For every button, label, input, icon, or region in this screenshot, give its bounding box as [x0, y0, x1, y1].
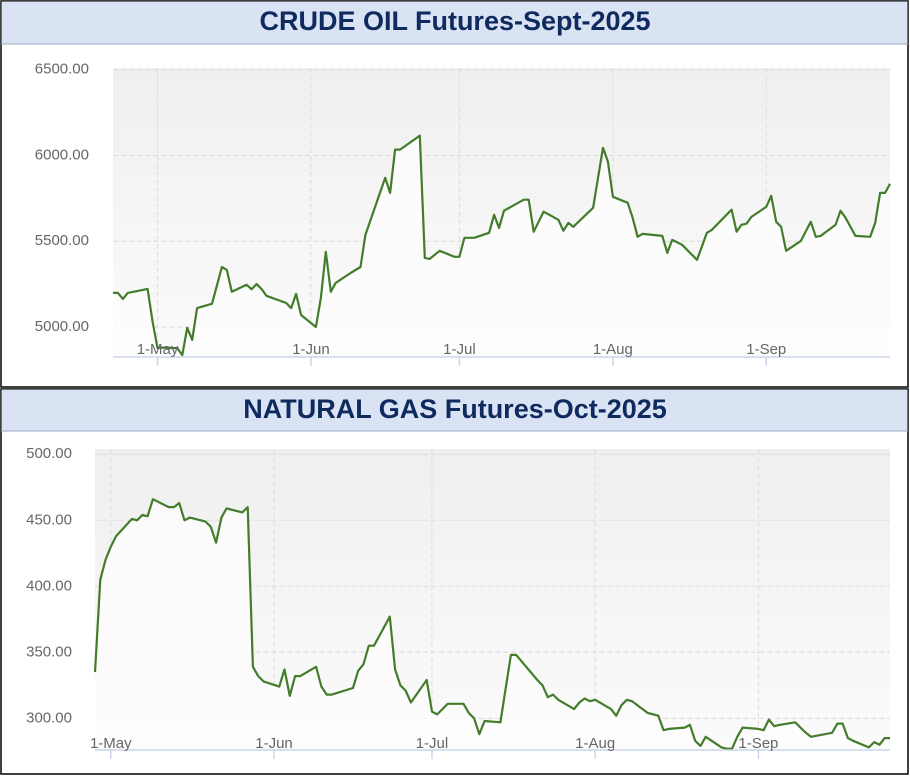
- y-tick-label: 400.00: [26, 577, 72, 594]
- price-line: [113, 134, 891, 357]
- y-tick-label: 300.00: [26, 709, 72, 726]
- price-line: [93, 498, 890, 750]
- area-fill: [113, 135, 890, 357]
- x-tick-label: 1-May: [90, 735, 132, 752]
- x-tick-label: 1-Jul: [443, 341, 476, 358]
- x-tick-label: 1-Jun: [255, 735, 293, 752]
- x-tick-label: 1-Jul: [416, 735, 449, 752]
- area-fill: [95, 499, 890, 750]
- y-tick-label: 500.00: [26, 445, 72, 462]
- chart-title: NATURAL GAS Futures-Oct-2025: [243, 394, 667, 424]
- x-tick-label: 1-Aug: [575, 735, 615, 752]
- x-tick-label: 1-Jun: [292, 341, 330, 358]
- y-tick-label: 6000.00: [35, 146, 89, 163]
- y-tick-label: 5500.00: [35, 232, 89, 249]
- x-tick-label: 1-Sep: [738, 735, 778, 752]
- x-tick-label: 1-Sep: [746, 341, 786, 358]
- title-band: [1, 389, 908, 431]
- y-tick-label: 350.00: [26, 643, 72, 660]
- x-tick-label: 1-May: [137, 341, 179, 358]
- x-tick-label: 1-Aug: [593, 341, 633, 358]
- plots: 5000.00 5500.00 6000.00 6500.00 1-May 1-Jun 1-…: [26, 61, 891, 759]
- y-tick-label: 6500.00: [35, 61, 89, 78]
- chart-title: CRUDE OIL Futures-Sept-2025: [259, 6, 650, 36]
- title-band: [1, 1, 908, 44]
- y-tick-label: 5000.00: [35, 318, 89, 335]
- y-tick-label: 450.00: [26, 511, 72, 528]
